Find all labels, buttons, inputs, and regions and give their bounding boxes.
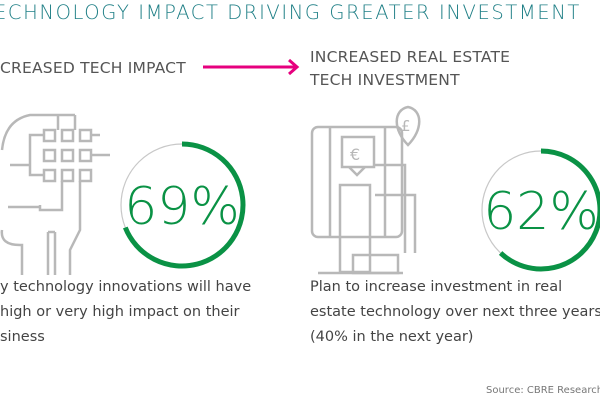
left-description: y technology innovations will have high …: [0, 275, 251, 350]
source-note: Source: CBRE Research, 2: [486, 385, 600, 396]
euro-symbol: €: [350, 145, 360, 164]
description-line: siness: [0, 329, 45, 345]
gauge-left: 69%: [120, 141, 246, 269]
pound-symbol: £: [401, 117, 411, 135]
right-description: Plan to increase investment in real esta…: [310, 275, 600, 350]
right-heading: INCREASED REAL ESTATE TECH INVESTMENT: [310, 46, 510, 92]
description-line: high or very high impact on their: [0, 304, 240, 320]
description-line: (40% in the next year): [310, 329, 474, 345]
description-line: estate technology over next three years: [310, 304, 600, 320]
left-heading: CREASED TECH IMPACT: [0, 59, 186, 77]
page-title: ECHNOLOGY IMPACT DRIVING GREATER INVESTM…: [0, 1, 581, 24]
right-heading-line: INCREASED REAL ESTATE: [310, 48, 511, 66]
circuit-head-icon: [0, 113, 110, 275]
description-line: y technology innovations will have: [0, 279, 252, 295]
description-line: Plan to increase investment in real: [310, 279, 563, 295]
right-heading-line: TECH INVESTMENT: [310, 71, 460, 89]
gauge-right: 62%: [481, 148, 600, 272]
gauge-fill: [498, 148, 600, 272]
percent-value: 62%: [483, 182, 599, 242]
building-currency-icon: € £: [310, 105, 421, 275]
gauge-fill: [122, 141, 246, 269]
percent-value: 69%: [124, 177, 240, 237]
arrow-icon: [203, 58, 300, 76]
